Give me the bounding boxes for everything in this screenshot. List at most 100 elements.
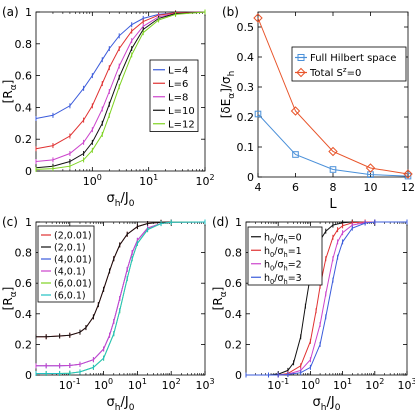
y-tick-label: 0.4	[225, 308, 243, 321]
legend-box	[291, 46, 407, 82]
y-tick-label: 0.5	[237, 21, 255, 34]
data-point	[328, 146, 338, 157]
y-axis-label-group: [δEα]/σh	[219, 71, 237, 119]
x-tick-label: 103	[397, 377, 415, 392]
legend-label: h0/σh=0	[264, 232, 302, 245]
x-tick-label: 103	[195, 377, 214, 392]
x-tick-label: 10-1	[267, 377, 289, 392]
x-tick-label: 100	[301, 377, 320, 392]
legend-label: L=10	[168, 106, 195, 117]
y-axis-label: [Rα]	[1, 80, 19, 104]
panel-c: 0 0.2 0.4 0.6 0.8 1 10-1 100 101 102 103 (2,0.01)(2…	[1, 215, 215, 412]
data-point	[365, 163, 376, 173]
y-axis-label: [Rα]	[1, 287, 19, 311]
x-tick-label: 100	[94, 377, 113, 392]
y-tick-label: 0.2	[237, 111, 255, 124]
series-3	[245, 219, 408, 378]
legend-label: L=12	[168, 119, 195, 130]
series-1	[253, 13, 413, 179]
series-line	[257, 113, 409, 177]
y-axis-label-group: [Rα]	[211, 287, 229, 311]
y-tick-label: 0.8	[15, 247, 33, 260]
series-0	[254, 110, 412, 180]
y-tick-label: 0	[235, 369, 242, 382]
legend-label: (6,0.01)	[54, 279, 92, 290]
y-axis-label: [Rα]	[211, 287, 229, 311]
legend: Full Hilbert space Total Sz=0	[291, 46, 407, 82]
series-line	[36, 221, 205, 338]
y-tick-label: 0.4	[237, 51, 255, 64]
data-point	[292, 151, 299, 158]
legend-label: L=6	[168, 79, 188, 90]
legend-label: (2,0.01)	[54, 231, 92, 242]
series-line	[36, 221, 206, 374]
x-tick-label: 6	[292, 181, 299, 194]
y-axis-label-group: [Rα]	[1, 80, 19, 104]
legend-label: (4,0.01)	[54, 255, 92, 266]
x-tick-label: 101	[139, 173, 158, 188]
x-tick-label: 101	[333, 377, 352, 392]
y-tick-label: 0.1	[237, 141, 255, 154]
axes-frame	[245, 221, 408, 376]
y-tick-label: 0.4	[15, 101, 33, 114]
legend-label: h0/σh=1	[264, 246, 302, 259]
legend-label: L=4	[168, 65, 188, 76]
x-tick-label: 4	[255, 181, 262, 194]
y-tick-label: 0.8	[15, 38, 33, 51]
y-tick-label: 1	[235, 216, 242, 229]
legend: (2,0.01)(2,0.1)(4,0.01)(4,0.1)(6,0.01)(6…	[37, 225, 95, 303]
data-point	[329, 166, 337, 173]
y-tick-label: 0.6	[15, 277, 33, 290]
y-tick-label: 0	[247, 171, 254, 184]
data-point	[403, 169, 413, 179]
x-axis-label: σh/J0	[107, 395, 135, 412]
legend: L=4 L=6 L=8 L=10 L=12	[149, 59, 199, 132]
x-axis-label: σh/J0	[313, 395, 341, 412]
panel-label: (c)	[2, 215, 18, 229]
x-tick-label: 102	[162, 377, 181, 392]
x-tick-label: 10-1	[59, 377, 81, 392]
y-tick-label: 1	[25, 6, 32, 19]
legend-label: (4,0.1)	[54, 267, 86, 278]
y-tick-label: 0.8	[225, 247, 243, 260]
legend-label: Total Sz=0	[309, 66, 361, 79]
series-4	[35, 9, 206, 172]
legend: h0/σh=0h0/σh=1h0/σh=2h0/σh=3	[247, 226, 323, 286]
x-tick-label: 102	[365, 377, 384, 392]
legend-label: h0/σh=2	[264, 259, 302, 272]
x-tick-label: 12	[401, 181, 415, 194]
y-axis-label-group: [Rα]	[1, 287, 19, 311]
x-axis-label: L	[329, 197, 337, 212]
x-tick-label: 101	[128, 377, 147, 392]
panel-b: 0 0.1 0.2 0.3 0.4 0.5 4 6 8 10 12 Full Hilbert spac…	[219, 5, 415, 212]
legend-marker	[297, 54, 305, 61]
series-line	[257, 17, 409, 175]
y-tick-label: 0.3	[237, 81, 255, 94]
x-tick-label: 10	[364, 181, 378, 194]
data-point	[290, 106, 301, 116]
y-tick-label: 0.2	[225, 338, 243, 351]
data-point	[253, 13, 263, 23]
x-tick-label: 102	[195, 173, 214, 188]
legend-label: (6,0.1)	[54, 291, 86, 302]
y-tick-label: 0.6	[15, 70, 33, 83]
y-tick-label: 0.4	[15, 308, 33, 321]
x-tick-label: 100	[83, 173, 102, 188]
data-point	[254, 110, 262, 118]
y-tick-label: 0.2	[15, 338, 33, 351]
y-tick-label: 0	[25, 369, 32, 382]
axes-frame	[257, 11, 409, 178]
x-tick-label: 8	[330, 181, 337, 194]
legend-label: (2,0.1)	[54, 243, 86, 254]
panel-a: 0 0.2 0.4 0.6 0.8 1 100 101 102 L=4 L=6 L=8 L=10 L=12…	[1, 5, 215, 209]
legend-label: L=8	[168, 92, 188, 103]
y-tick-label: 0.6	[225, 277, 243, 290]
legend-label: h0/σh=3	[264, 273, 302, 286]
panel-label: (b)	[222, 5, 239, 19]
y-tick-label: 0	[25, 165, 32, 178]
axes-frame	[35, 221, 206, 376]
panel-label: (a)	[2, 5, 19, 19]
legend-box	[37, 225, 95, 303]
